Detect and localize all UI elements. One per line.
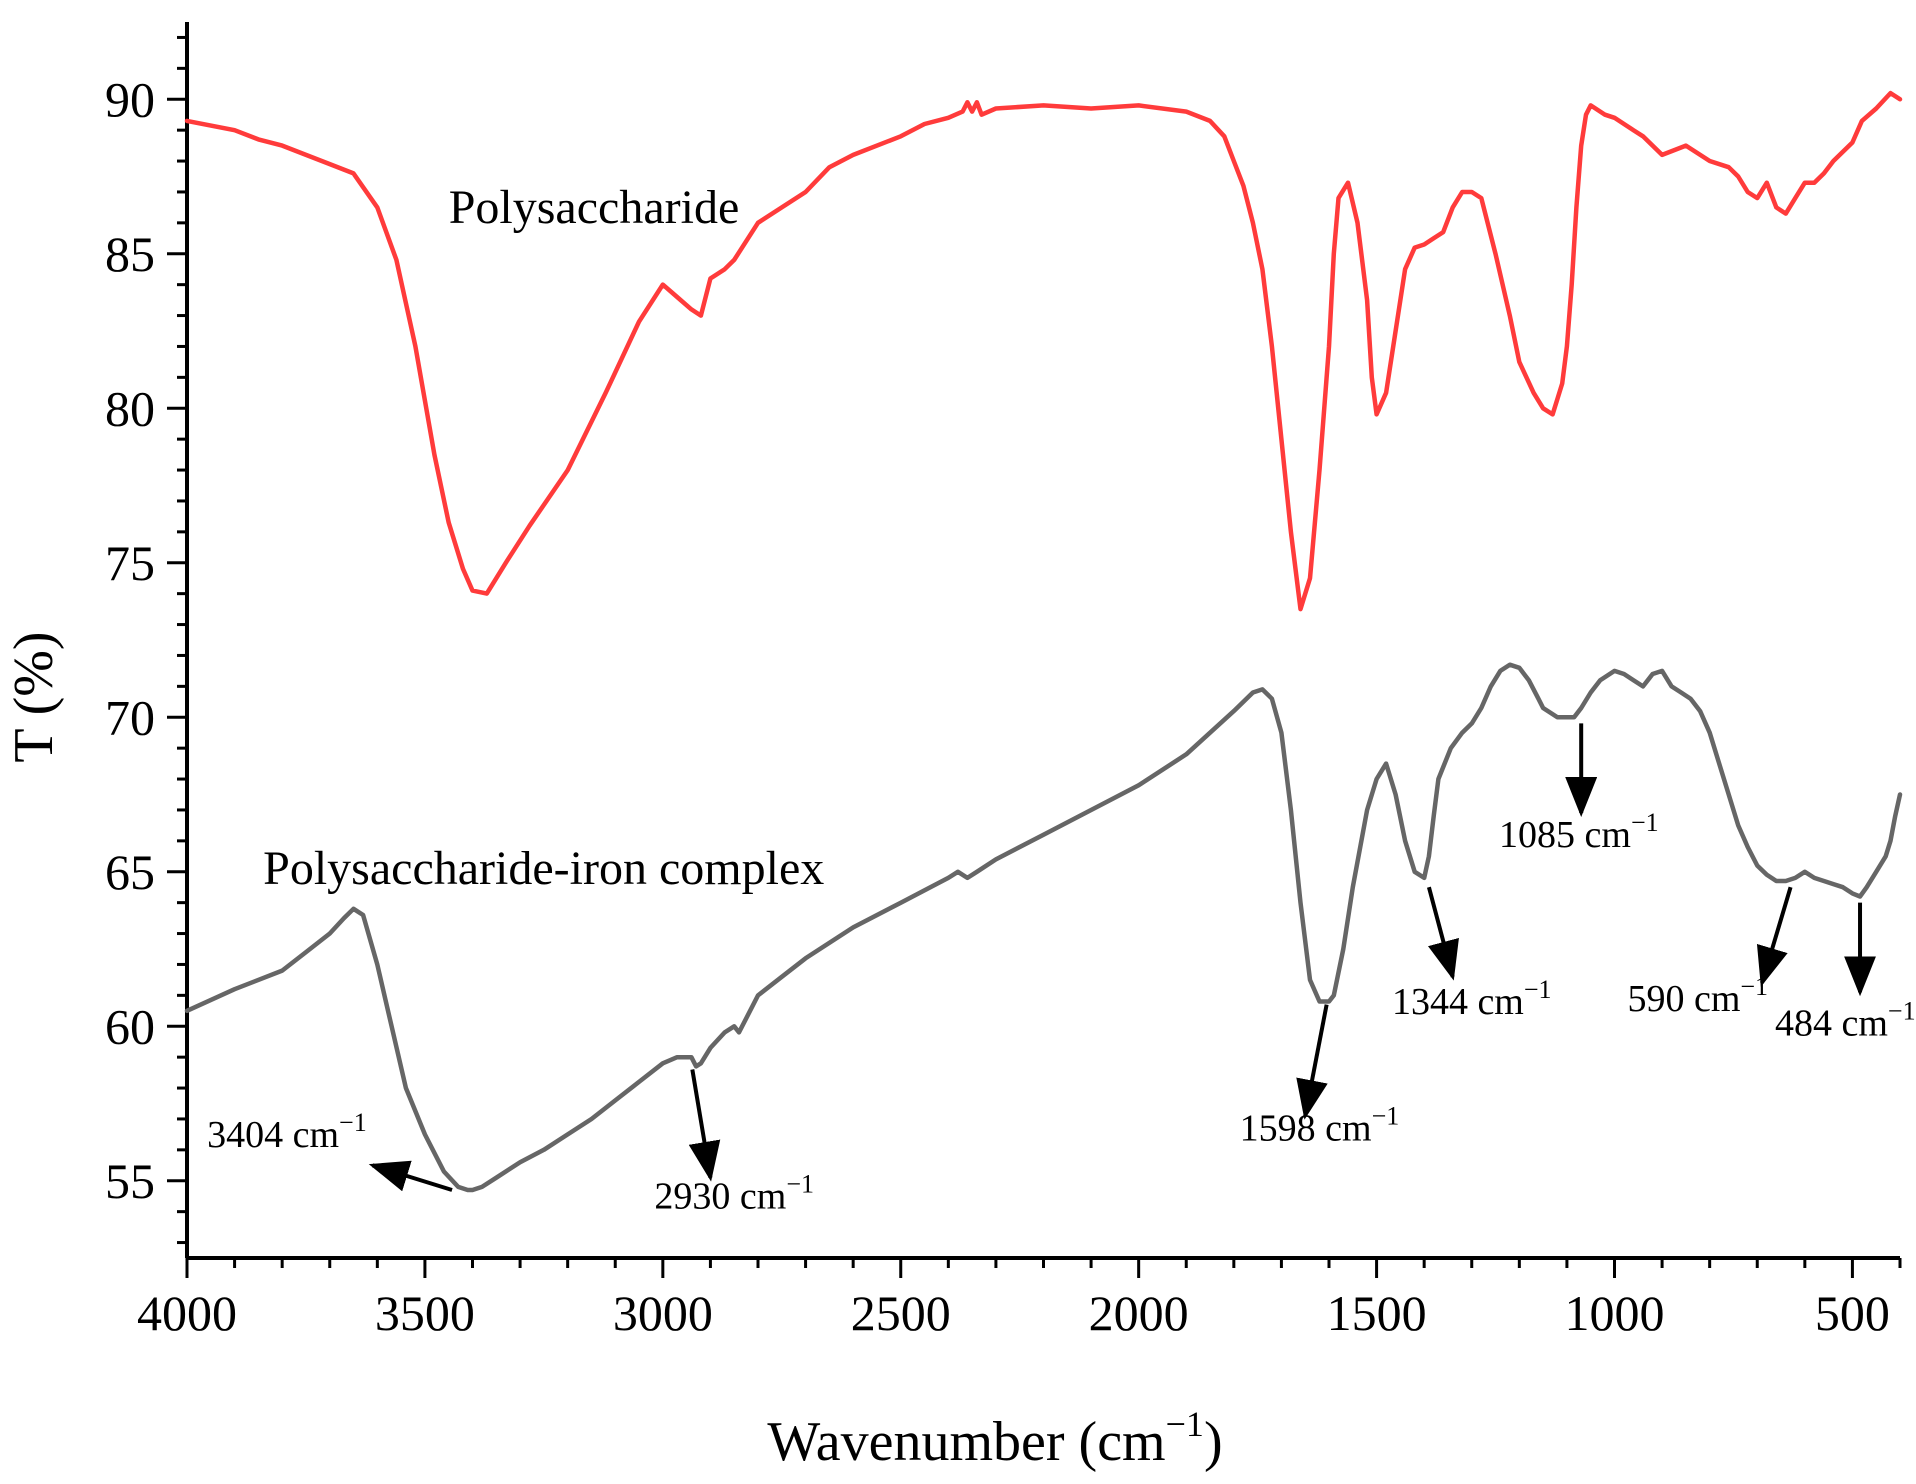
y-tick-label: 90: [105, 71, 155, 127]
y-tick-label: 70: [105, 689, 155, 745]
x-tick-label: 4000: [137, 1285, 237, 1341]
polysaccharide-iron-series-line: [184, 662, 1903, 1193]
y-tick-label: 75: [105, 535, 155, 591]
plot-area: 4000 3500 3000 2500 2000 1500 1000 500 55 60 65 70 7…: [105, 22, 1916, 1341]
peak-label: 2930 cm−1: [654, 1170, 814, 1218]
x-tick-label: 3000: [613, 1285, 713, 1341]
peak-arrow: [1756, 886, 1793, 987]
polysaccharide-series-label: Polysaccharide: [449, 181, 740, 234]
y-tick-label: 80: [105, 380, 155, 436]
polysaccharide-iron-series-label: Polysaccharide-iron complex: [263, 842, 824, 895]
polysaccharide-series-line: [184, 90, 1903, 612]
x-tick-label: 3500: [375, 1285, 475, 1341]
peak-arrow: [688, 1069, 721, 1182]
peak-label: 1344 cm−1: [1392, 975, 1552, 1023]
y-tick-label: 60: [105, 998, 155, 1054]
peak-label: 1598 cm−1: [1240, 1102, 1400, 1150]
peak-arrow: [368, 1160, 453, 1192]
peak-label: 1085 cm−1: [1499, 808, 1659, 856]
peak-arrow: [1296, 1004, 1329, 1120]
peak-label: 590 cm−1: [1627, 972, 1768, 1020]
y-tick-label: 85: [105, 226, 155, 282]
y-axis-title: T (%): [3, 631, 65, 762]
x-tick-label: 1500: [1327, 1285, 1427, 1341]
x-tick-label: 2500: [851, 1285, 951, 1341]
peak-label: 3404 cm−1: [207, 1108, 367, 1156]
x-tick-label: 500: [1815, 1285, 1890, 1341]
x-tick-label: 1000: [1565, 1285, 1665, 1341]
peak-label: 484 cm−1: [1775, 997, 1916, 1045]
x-axis-title: Wavenumber (cm−1): [767, 1404, 1222, 1473]
peak-arrow: [1426, 886, 1459, 981]
y-tick-label: 55: [105, 1153, 155, 1209]
y-tick-label: 65: [105, 844, 155, 900]
x-tick-label: 2000: [1089, 1285, 1189, 1341]
